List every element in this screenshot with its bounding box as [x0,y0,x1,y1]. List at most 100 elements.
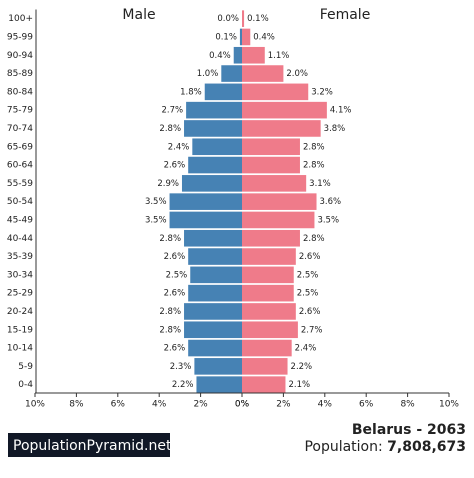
age-label: 100+ [8,14,33,24]
value-label: 2.5% [297,270,319,280]
x-tick-label: 6% [359,400,374,410]
value-label: 3.8% [324,124,346,134]
x-tick-label: 2% [276,400,291,410]
value-label: 2.6% [164,252,186,262]
value-label: 2.4% [168,142,190,152]
male-bar [188,248,242,265]
value-label: 2.8% [159,307,181,317]
x-tick-label: 0% [235,400,250,410]
female-bar [242,46,265,64]
female-bar [242,376,286,393]
female-bar [242,321,298,339]
age-label: 65-69 [7,142,33,152]
age-label: 5-9 [18,362,33,372]
value-label: 2.5% [166,270,188,280]
value-label: 0.1% [247,14,269,24]
male-bar [192,138,242,156]
male-bar [188,156,242,174]
value-label: 1.1% [268,51,290,61]
male-bar [190,266,242,284]
value-label: 2.8% [159,325,181,335]
male-bar [169,193,242,210]
population-line: Population: 7,808,673 [304,439,466,455]
age-label: 90-94 [7,51,33,61]
female-bar [242,83,309,101]
male-bar [233,46,242,64]
female-bar [242,358,288,375]
value-label: 2.4% [295,344,317,354]
value-label: 2.8% [303,142,325,152]
x-tick-label: 4% [152,400,167,410]
value-label: 2.6% [299,307,321,317]
female-bar [242,65,284,82]
value-label: 4.1% [330,106,352,116]
population-value: 7,808,673 [387,439,466,455]
male-bar [188,339,242,357]
female-bar [242,175,307,192]
value-label: 2.8% [159,124,181,134]
male-bar [184,120,242,137]
male-bar [184,321,242,339]
male-bar [204,83,242,101]
value-label: 2.8% [159,234,181,244]
female-bar [242,10,245,27]
female-bar [242,266,294,284]
age-label: 25-29 [7,289,33,299]
x-tick-label: 0% [235,400,250,410]
female-bar [242,229,300,247]
age-label: 85-89 [7,69,33,79]
value-label: 0.1% [215,32,237,42]
value-label: 2.8% [303,234,325,244]
male-bar [184,303,242,320]
value-label: 2.7% [162,106,184,116]
value-label: 0.4% [253,32,275,42]
value-label: 2.8% [303,161,325,171]
male-bar [221,65,242,82]
value-label: 2.0% [286,69,308,79]
value-label: 1.8% [180,87,202,97]
female-bar [242,248,296,265]
value-label: 3.5% [317,215,339,225]
value-label: 2.6% [164,344,186,354]
x-tick-label: 4% [318,400,333,410]
female-bar [242,284,294,302]
male-bar [239,28,242,46]
country-year: Belarus - 2063 [352,422,466,438]
legend-female: Female [320,7,371,23]
x-tick-label: 10% [25,400,45,410]
age-label: 75-79 [7,106,33,116]
value-label: 2.2% [291,362,313,372]
female-bar [242,211,315,229]
age-label: 80-84 [7,87,33,97]
value-label: 3.1% [309,179,331,189]
population-label: Population: [304,439,382,455]
age-label: 50-54 [7,197,33,207]
female-bar [242,138,300,156]
value-label: 3.2% [311,87,333,97]
value-label: 3.5% [145,197,167,207]
site-badge [8,433,170,457]
male-bar [188,284,242,302]
age-label: 95-99 [7,32,33,42]
legend-male: Male [122,7,155,23]
value-label: 2.3% [170,362,192,372]
age-label: 60-64 [7,161,33,171]
male-bar [196,376,242,393]
female-bar [242,303,296,320]
value-label: 2.6% [164,161,186,171]
male-bar [181,175,242,192]
female-bar [242,120,321,137]
value-label: 2.5% [297,289,319,299]
value-label: 2.6% [164,289,186,299]
value-label: 1.0% [197,69,219,79]
female-bar [242,193,317,210]
female-bar [242,156,300,174]
value-label: 3.5% [145,215,167,225]
male-bar [169,211,242,229]
age-label: 10-14 [7,344,33,354]
value-label: 2.9% [157,179,179,189]
male-bar [184,229,242,247]
value-label: 0.0% [217,14,239,24]
age-label: 30-34 [7,270,33,280]
